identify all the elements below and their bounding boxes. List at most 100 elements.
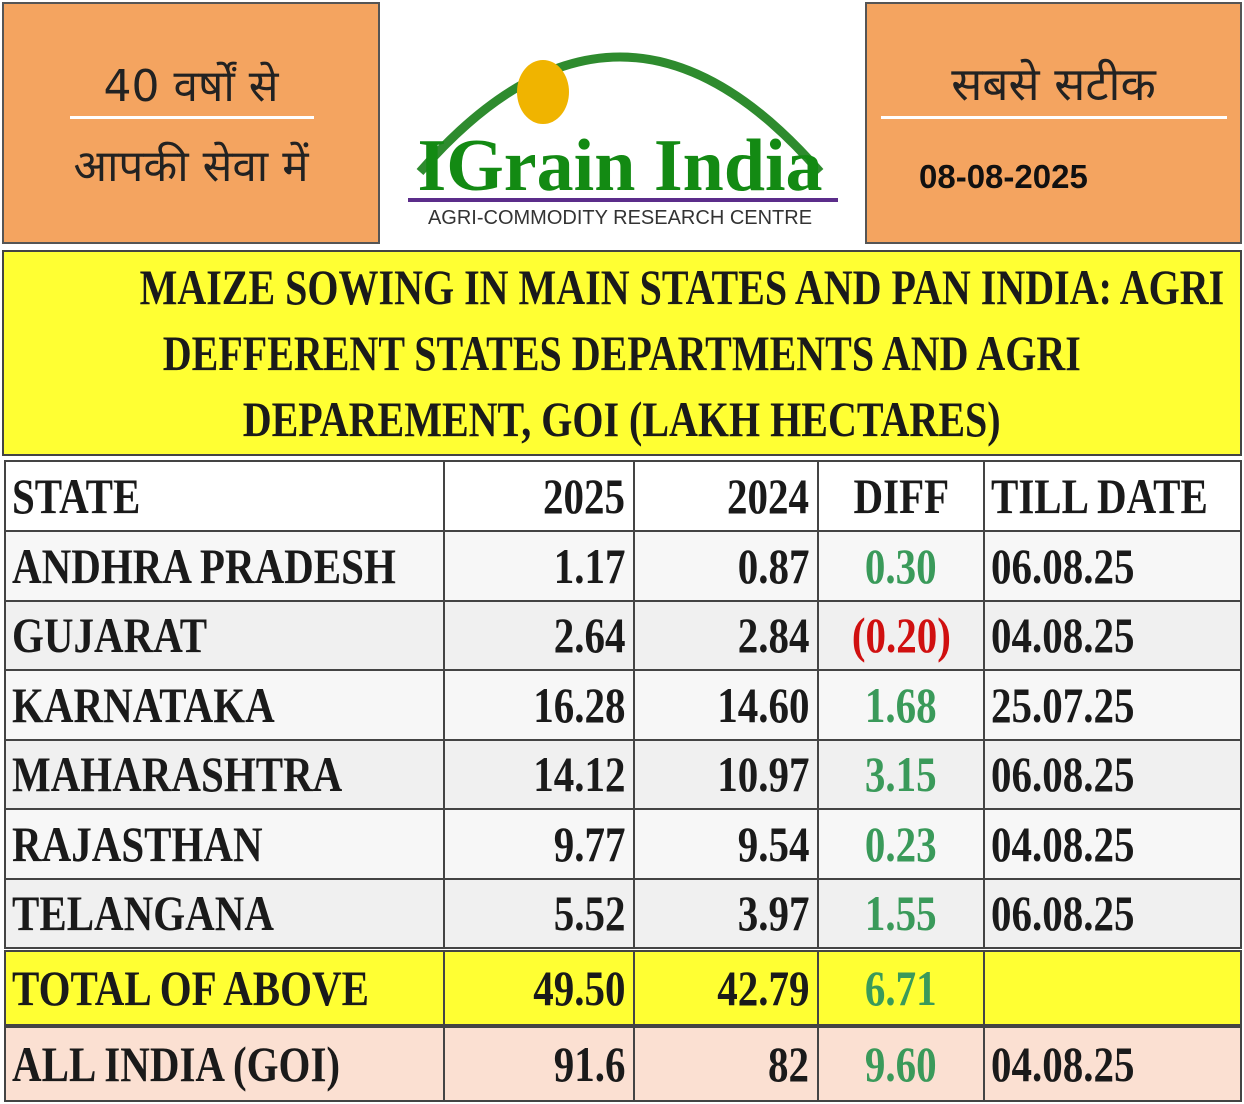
cell-text: (0.20): [851, 607, 951, 664]
cell-text: 9.60: [865, 1036, 937, 1092]
cell-text: 10.97: [716, 746, 809, 803]
cell-text: 06.08.25: [991, 537, 1135, 594]
cell-text: TOTAL OF ABOVE: [12, 960, 369, 1016]
cell-text: 9.77: [553, 815, 625, 872]
table-cell: 9.60: [817, 1026, 985, 1102]
cell-text: 0.23: [865, 815, 937, 872]
title-line: DEPAREMENT, GOI (LAKH HECTARES): [4, 390, 1240, 448]
table-cell: 2.64: [443, 599, 635, 671]
table-cell: 06.08.25: [983, 877, 1242, 949]
cell-text: RAJASTHAN: [12, 815, 263, 872]
cell-text: 5.52: [553, 885, 625, 942]
table-cell: 3.97: [633, 877, 819, 949]
table-cell: ALL INDIA (GOI): [4, 1026, 445, 1102]
table-cell: 04.08.25: [983, 808, 1242, 880]
cell-text: 2024: [727, 468, 809, 524]
table-cell: (0.20): [817, 599, 985, 671]
date: 08-08-2025: [919, 158, 1088, 195]
table-cell: DIFF: [817, 460, 985, 532]
table-cell: 91.6: [443, 1026, 635, 1102]
cell-text: 14.12: [532, 746, 625, 803]
logo-art: IGrain India AGRI-COMMODITY RESEARCH CEN…: [408, 52, 838, 229]
divider: [70, 116, 314, 119]
table-cell: 25.07.25: [983, 669, 1242, 741]
cell-text: 04.08.25: [991, 815, 1135, 872]
table-cell: STATE: [4, 460, 445, 532]
table-cell: 14.60: [633, 669, 819, 741]
cell-text: TILL DATE: [991, 468, 1208, 524]
cell-text: 3.15: [865, 746, 937, 803]
title-line: DEFFERENT STATES DEPARTMENTS AND AGRI: [4, 324, 1240, 382]
logo-grain: [517, 60, 569, 124]
cell-text: 6.71: [865, 960, 937, 1016]
table-cell: TELANGANA: [4, 877, 445, 949]
cell-text: 04.08.25: [991, 1036, 1135, 1092]
right-panel: सबसे सटीक 08-08-2025: [865, 2, 1242, 244]
logo-tagline: AGRI-COMMODITY RESEARCH CENTRE: [428, 207, 812, 229]
cell-text: MAHARASHTRA: [12, 746, 343, 803]
cell-text: 16.28: [532, 676, 625, 733]
logo-name: IGrain India: [417, 125, 822, 207]
cell-text: 06.08.25: [991, 885, 1135, 942]
table-cell: 06.08.25: [983, 530, 1242, 602]
table-cell: 0.23: [817, 808, 985, 880]
table-cell: MAHARASHTRA: [4, 738, 445, 810]
cell-text: 14.60: [716, 676, 809, 733]
cell-text: 3.97: [737, 885, 809, 942]
table-cell: 04.08.25: [983, 599, 1242, 671]
cell-text: ANDHRA PRADESH: [12, 537, 396, 594]
cell-text: TELANGANA: [12, 885, 274, 942]
slogan: सबसे सटीक: [951, 57, 1156, 111]
cell-text: 1.68: [865, 676, 937, 733]
table-cell: RAJASTHAN: [4, 808, 445, 880]
table-cell: 2.84: [633, 599, 819, 671]
cell-text: 2025: [543, 468, 625, 524]
table-cell: 06.08.25: [983, 738, 1242, 810]
table-cell: 0.87: [633, 530, 819, 602]
cell-text: KARNATAKA: [12, 676, 275, 733]
left-panel: 40 वर्षों से आपकी सेवा में: [2, 2, 380, 244]
table-cell: 3.15: [817, 738, 985, 810]
table-cell: 04.08.25: [983, 1026, 1242, 1102]
table-cell: 9.77: [443, 808, 635, 880]
title-text: DEFFERENT STATES DEPARTMENTS AND AGRI: [162, 325, 1082, 381]
cell-text: GUJARAT: [12, 607, 208, 664]
table-cell: 6.71: [817, 950, 985, 1026]
title-text: MAIZE SOWING IN MAIN STATES AND PAN INDI…: [139, 259, 1225, 315]
cell-text: 0.30: [865, 537, 937, 594]
table-cell: 82: [633, 1026, 819, 1102]
title-text: DEPAREMENT, GOI (LAKH HECTARES): [243, 391, 1001, 447]
table-cell: 2025: [443, 460, 635, 532]
cell-text: 25.07.25: [991, 676, 1135, 733]
table-cell: 0.30: [817, 530, 985, 602]
cell-text: 91.6: [553, 1036, 625, 1092]
title-line: MAIZE SOWING IN MAIN STATES AND PAN INDI…: [4, 258, 1240, 316]
cell-text: 82: [768, 1036, 809, 1092]
cell-text: STATE: [12, 468, 141, 524]
cell-text: 2.64: [553, 607, 625, 664]
cell-text: 1.17: [553, 537, 625, 594]
cell-text: ALL INDIA (GOI): [12, 1036, 341, 1092]
table-cell: 10.97: [633, 738, 819, 810]
cell-text: 06.08.25: [991, 746, 1135, 803]
table-cell: 16.28: [443, 669, 635, 741]
table-cell: 49.50: [443, 950, 635, 1026]
title-box: MAIZE SOWING IN MAIN STATES AND PAN INDI…: [2, 250, 1242, 456]
logo-arc: [416, 52, 824, 175]
table-cell: GUJARAT: [4, 599, 445, 671]
left-line-1: 40 वर्षों से: [103, 61, 279, 112]
table-cell: KARNATAKA: [4, 669, 445, 741]
left-line-2: आपकी सेवा में: [73, 141, 309, 192]
table-cell: 1.55: [817, 877, 985, 949]
table-cell: 9.54: [633, 808, 819, 880]
table-cell: 14.12: [443, 738, 635, 810]
cell-text: 49.50: [532, 960, 625, 1016]
cell-text: 0.87: [737, 537, 809, 594]
table-cell: 2024: [633, 460, 819, 532]
cell-text: 2.84: [737, 607, 809, 664]
table-cell: TILL DATE: [983, 460, 1242, 532]
table-cell: 42.79: [633, 950, 819, 1026]
table-cell: [983, 950, 1242, 1026]
cell-text: DIFF: [853, 468, 949, 524]
